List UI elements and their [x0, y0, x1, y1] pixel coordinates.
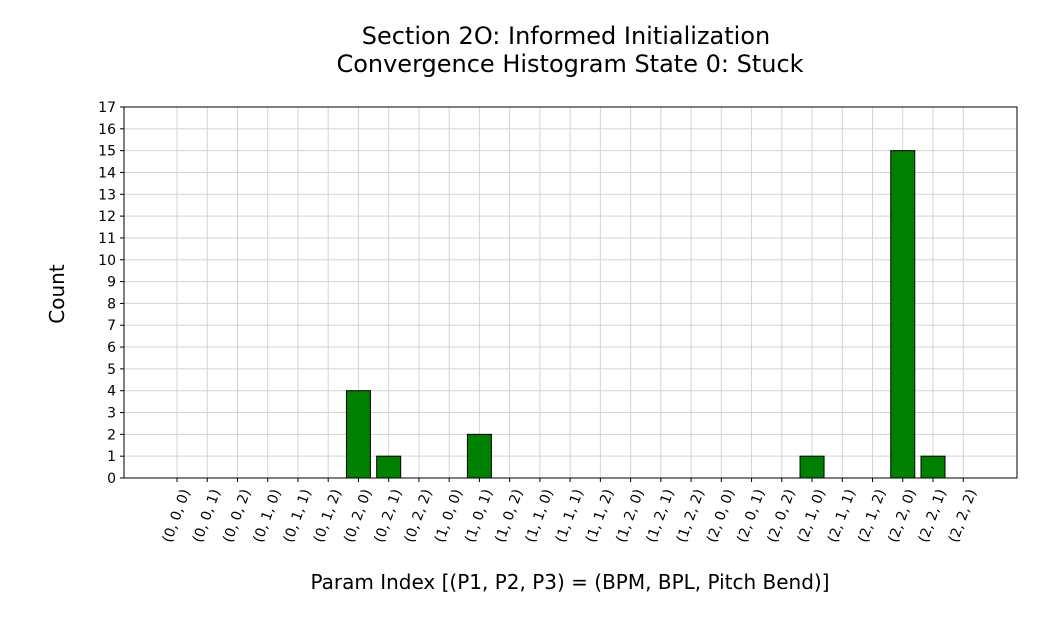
y-tick-label: 2 — [107, 427, 116, 443]
bar-25 — [920, 455, 946, 479]
y-tick-label: 10 — [98, 253, 116, 269]
x-tick-label: (2, 1, 2) — [855, 487, 889, 545]
x-tick-label: (1, 1, 0) — [523, 487, 557, 545]
chart-title-line-2: Convergence Histogram State 0: Stuck — [336, 50, 803, 78]
y-tick-label: 14 — [98, 165, 116, 181]
x-tick-label: (0, 2, 0) — [341, 487, 375, 545]
x-tick-label: (0, 1, 2) — [311, 487, 345, 545]
y-tick-label: 12 — [98, 209, 116, 225]
bar-7 — [376, 455, 402, 479]
x-tick-label: (1, 2, 1) — [644, 487, 678, 545]
x-tick-label: (0, 2, 1) — [371, 487, 405, 545]
x-tick-label: (2, 2, 2) — [946, 487, 980, 545]
x-tick-label: (2, 0, 0) — [704, 487, 738, 545]
y-tick-label: 6 — [107, 340, 116, 356]
x-tick-label: (2, 1, 1) — [825, 487, 859, 545]
x-tick-label: (1, 0, 2) — [492, 487, 526, 545]
x-axis-ticks: (0, 0, 0)(0, 0, 1)(0, 0, 2)(0, 1, 0)(0, … — [160, 478, 980, 545]
y-tick-label: 11 — [98, 231, 116, 247]
y-tick-label: 15 — [98, 144, 116, 160]
bars — [345, 150, 946, 479]
x-tick-label: (1, 0, 0) — [432, 487, 466, 545]
grid-lines — [124, 106, 1017, 479]
x-tick-label: (0, 0, 1) — [190, 487, 224, 545]
x-tick-label: (0, 1, 1) — [281, 487, 315, 545]
x-tick-label: (2, 0, 1) — [734, 487, 768, 545]
y-tick-label: 8 — [107, 296, 116, 312]
y-tick-label: 5 — [107, 362, 116, 378]
x-tick-label: (1, 2, 0) — [613, 487, 647, 545]
x-tick-label: (2, 0, 2) — [765, 487, 799, 545]
y-tick-label: 9 — [107, 275, 116, 291]
bar-6 — [345, 390, 371, 479]
y-tick-label: 3 — [107, 406, 116, 422]
y-tick-label: 7 — [107, 318, 116, 334]
x-tick-label: (1, 1, 2) — [583, 487, 617, 545]
x-tick-label: (0, 0, 0) — [160, 487, 194, 545]
chart-title-line-1: Section 2O: Informed Initialization — [362, 22, 770, 50]
y-tick-label: 17 — [98, 100, 116, 116]
x-axis-label: Param Index [(P1, P2, P3) = (BPM, BPL, P… — [310, 570, 829, 594]
bar-24 — [890, 150, 916, 479]
x-tick-label: (0, 2, 2) — [402, 487, 436, 545]
x-tick-label: (0, 0, 2) — [220, 487, 254, 545]
x-tick-label: (2, 2, 1) — [916, 487, 950, 545]
y-tick-label: 1 — [107, 449, 116, 465]
x-tick-label: (1, 1, 1) — [553, 487, 587, 545]
y-tick-label: 13 — [98, 187, 116, 203]
bar-10 — [466, 433, 492, 479]
x-tick-label: (1, 2, 2) — [674, 487, 708, 545]
y-tick-label: 0 — [107, 471, 116, 487]
y-tick-label: 16 — [98, 122, 116, 138]
y-tick-label: 4 — [107, 384, 116, 400]
x-tick-label: (2, 1, 0) — [795, 487, 829, 545]
x-tick-label: (2, 2, 0) — [886, 487, 920, 545]
bar-21 — [799, 455, 825, 479]
x-tick-label: (1, 0, 1) — [462, 487, 496, 545]
y-axis-label: Count — [45, 264, 69, 324]
x-tick-label: (0, 1, 0) — [250, 487, 284, 545]
